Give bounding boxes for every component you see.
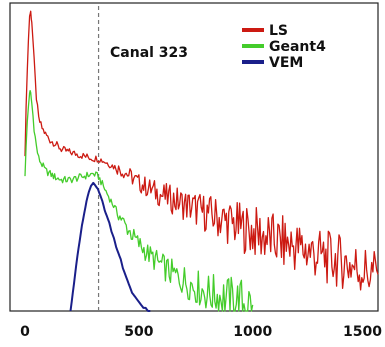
legend-label-geant4: Geant4 <box>269 39 326 55</box>
x-tick-label: 1500 <box>343 324 382 340</box>
legend-label-ls: LS <box>269 23 288 39</box>
x-tick-label: 0 <box>20 324 30 340</box>
annotation-text: Canal 323 <box>110 45 188 61</box>
x-tick-label: 1000 <box>233 324 272 340</box>
series-ls-line <box>24 10 379 291</box>
legend-label-vem: VEM <box>269 55 303 71</box>
series-layer <box>24 10 379 312</box>
series-geant4-line <box>24 89 254 312</box>
x-tick-label: 500 <box>124 324 153 340</box>
x-axis-ticks: 0 500 1000 1500 <box>20 324 382 340</box>
plot-frame <box>9 2 379 312</box>
series-vem-line <box>69 181 151 312</box>
